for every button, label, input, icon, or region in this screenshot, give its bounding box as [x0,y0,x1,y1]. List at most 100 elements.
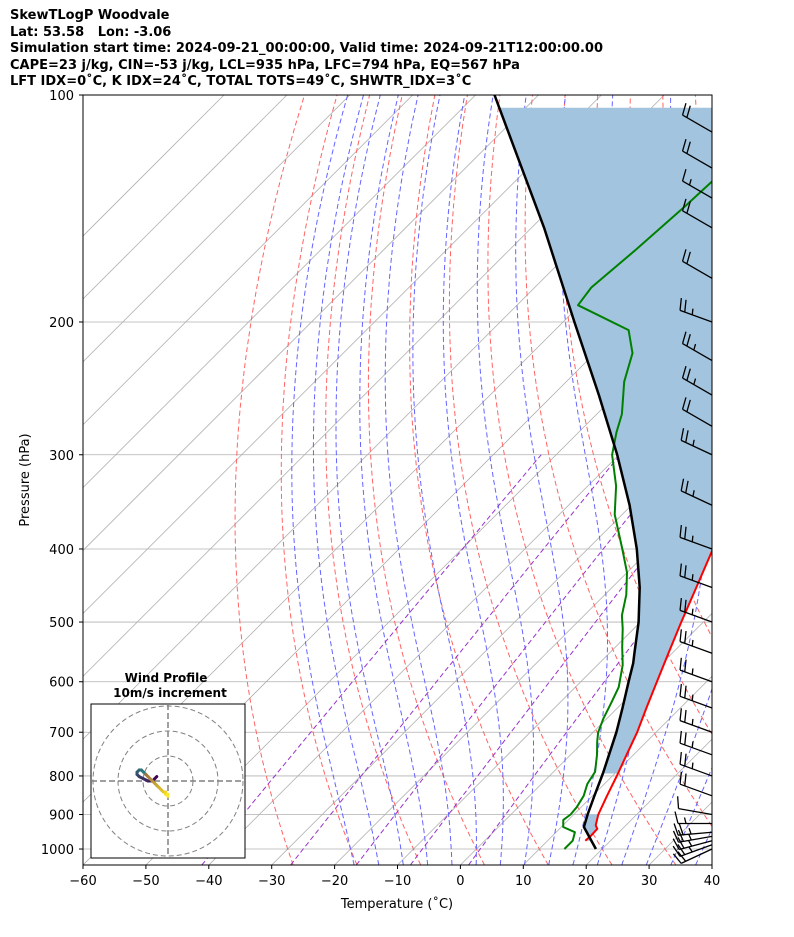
wind-barb-flag [684,709,687,723]
moist-adiabat-line [335,95,404,865]
wind-barb-flag [681,365,687,379]
moist-adiabat-line [442,95,504,865]
wind-barb-shaft [682,408,713,427]
mixing-ratio-line [409,471,712,865]
y-tick-label: 700 [49,726,74,741]
isotherm-line [460,612,712,865]
wind-barb-half-flag [691,574,694,581]
wind-barb-half-flag [691,718,694,726]
isotherm-line [83,95,225,237]
simulation-times: Simulation start time: 2024-09-21_00:00:… [10,41,603,56]
y-tick-label: 400 [49,543,74,558]
wind-barb-shaft [679,844,713,857]
x-axis-label: Temperature (˚C) [340,896,453,912]
mixing-ratio-line [355,454,679,865]
chart-header: SkewTLogP Woodvale Lat: 53.58 Lon: -3.06… [10,8,603,91]
moist-adiabat-line [412,95,477,865]
dry-adiabat-line [280,95,358,865]
wind-barb-half-flag [691,639,694,647]
wind-barb-flag [686,105,691,118]
wind-barb-flag [684,659,687,672]
wind-barb-flag [672,853,682,864]
wind-barb-flag [685,480,689,494]
wind-barb-half-flag [691,535,694,542]
hodograph: Wind Profile 10m/s increment [90,671,246,859]
wind-barb-flag [684,526,687,540]
wind-barb-shaft [679,742,713,756]
wind-barb [679,683,713,709]
chart-title: SkewTLogP Woodvale [10,8,170,23]
wind-barb-flag [672,830,680,843]
dry-adiabat-line [409,95,549,865]
wind-barb [681,103,713,133]
wind-barb-shaft [679,763,713,777]
mixing-ratio-line [290,454,621,865]
wind-barb-shaft [682,150,713,169]
moist-adiabat-line [312,95,380,865]
wind-barb-flag [679,598,682,611]
dry-adiabat-line [234,95,305,865]
wind-barb-flag [672,838,680,850]
dry-adiabat-line [367,95,485,865]
wind-barb-half-flag [693,343,697,351]
wind-barb-flag [676,796,680,809]
wind-barb [680,478,713,506]
wind-barb [681,365,713,396]
wind-barb-half-flag [683,817,687,824]
moist-adiabat-line [645,687,712,865]
wind-barb-flag [679,708,682,721]
wind-barb-flag [677,837,685,849]
wind-barb-shaft [680,848,713,864]
wind-barb [673,822,713,836]
x-tick-label: 10 [515,874,532,889]
wind-barb-shaft [682,210,713,229]
x-tick-label: −60 [69,874,96,889]
wind-barb-shaft [679,641,713,654]
wind-barb-flag [677,851,687,862]
wind-barb-flag [684,630,687,644]
wind-barb-shaft [678,840,713,851]
isotherm-line [83,95,602,614]
wind-barb-flag [686,141,691,154]
wind-barb-flag [679,563,682,576]
wind-barb-flag [679,683,682,697]
wind-barb-flag [686,251,691,264]
isotherm-line [83,95,665,677]
isotherm-line [83,95,476,489]
moist-adiabat-line [384,95,453,865]
wind-barb-flag [679,730,682,744]
wind-barb-flag [684,299,687,313]
y-axis-label: Pressure (hPa) [18,433,33,526]
x-tick-label: 40 [704,874,721,889]
wind-barb-flag [686,333,691,347]
dry-adiabat-line [761,95,794,865]
dry-adiabat-line [524,95,712,828]
wind-barb-flag [681,198,687,211]
wind-barb-shaft [680,439,713,456]
isotherm-line [334,487,712,865]
wind-barb [676,796,713,816]
moist-adiabat-line [559,95,608,865]
wind-barb [679,598,713,623]
y-tick-label: 1000 [41,843,74,858]
wind-barb [681,169,713,199]
wind-barb-flag [684,599,687,613]
y-tick-label: 600 [49,676,74,691]
x-tick-label: 20 [578,874,595,889]
wind-barb-half-flag [688,178,692,186]
wind-barb-half-flag [688,834,692,841]
wind-barb-half-flag [692,490,695,497]
x-tick-label: −50 [132,874,159,889]
wind-barb-flag [680,478,685,491]
isotherm-line [145,298,712,865]
wind-barb-flag [679,629,682,642]
wind-barb-flag [686,368,691,381]
dewpoint-profile-line [562,180,712,850]
x-tick-label: −10 [384,874,411,889]
wind-barb-half-flag [691,741,694,748]
wind-barb-half-flag [691,308,694,315]
wind-barb [679,751,713,777]
wind-barb-shaft [682,342,713,362]
wind-barb-shaft [679,536,713,550]
